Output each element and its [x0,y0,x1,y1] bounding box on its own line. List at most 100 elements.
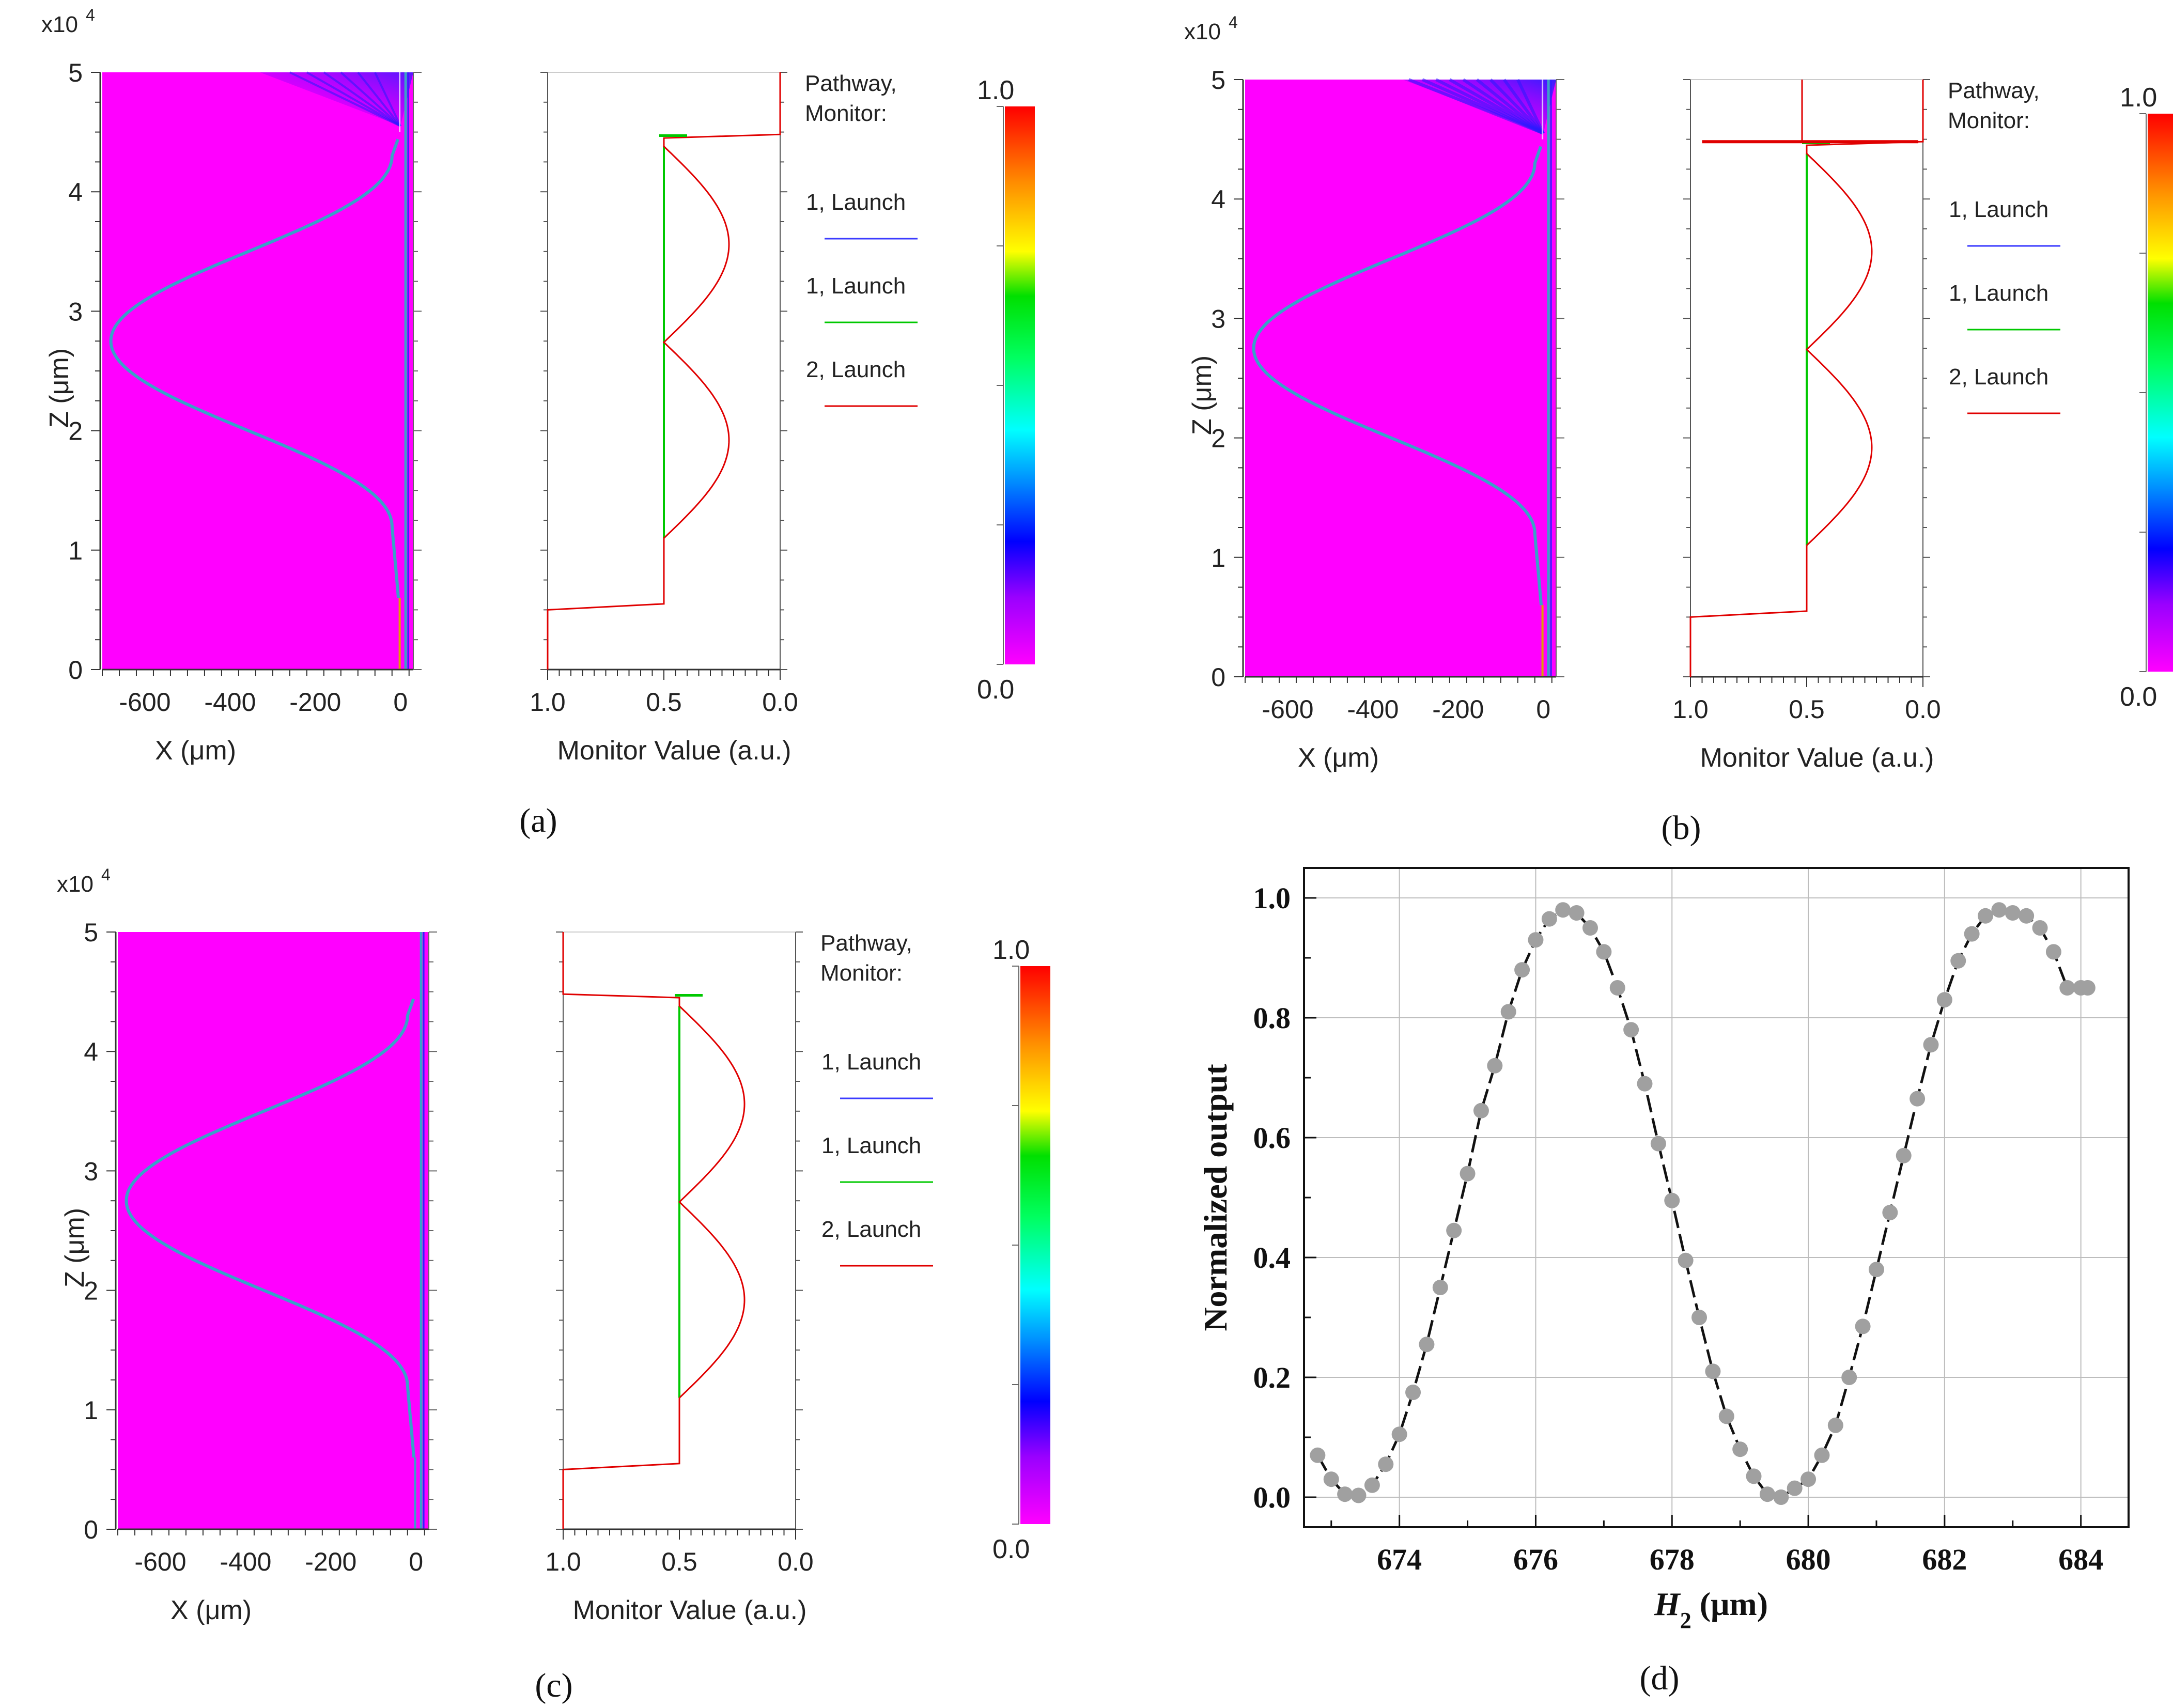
field-map [1245,80,1556,677]
y-tick-label: 0.8 [1253,1001,1291,1035]
x-axis-label: X (μm) [170,1595,252,1625]
legend-label: 1, Launch [806,273,906,299]
data-point [1337,1486,1353,1502]
exponent-power: 4 [101,865,111,884]
z-tick-label: 0 [1211,663,1225,692]
legend-label: 1, Launch [821,1049,921,1075]
z-tick-label: 1 [84,1396,98,1425]
z-tick-label: 5 [68,58,83,87]
fit-line [1316,908,2088,1499]
data-point [1500,1004,1516,1020]
legend-title-1: Pathway, [1948,78,2040,103]
colorbar-min: 0.0 [992,1534,1030,1564]
x-axis-label-unit: (μm) [1691,1586,1768,1622]
radiation-ray [1408,78,1544,135]
z-tick-label: 2 [84,1277,98,1306]
legend-label: 2, Launch [806,357,906,382]
z-tick-label: 1 [1211,544,1225,572]
field-map [102,72,413,670]
data-point [2019,908,2035,924]
z-axis-label: Z (μm) [44,348,74,428]
y-tick-label: 1.0 [1253,881,1291,915]
data-point [1978,908,1994,924]
z-tick-label: 1 [68,536,83,565]
monitor-axis-label: Monitor Value (a.u.) [1700,743,1934,773]
colorbar-min: 0.0 [2120,682,2157,712]
radiation-ray [323,71,401,127]
legend-title-1: Pathway, [805,71,897,96]
monitor-trace-red [1689,80,1924,677]
x-tick-label: -600 [1262,695,1313,724]
radiation-pattern [260,71,413,127]
data-point [1827,1417,1843,1433]
x-tick-label: -400 [220,1547,271,1576]
legend-title-2: Monitor: [820,960,903,986]
data-point [1882,1205,1898,1220]
x-tick-label: 0 [1536,695,1550,724]
data-point [2032,920,2048,936]
legend-title-2: Monitor: [805,101,887,126]
data-point [1405,1385,1421,1400]
exponent-label: x10 [57,872,94,897]
data-point [1460,1166,1476,1182]
data-point [1841,1370,1857,1385]
x-axis-label: X (μm) [1298,743,1379,773]
data-point [1528,932,1544,948]
panel-a: 0 1 2 3 4 5 -600 -400 -200 0 x10 4 X (μm) Z (μm) 1.0 0.… [41,6,1035,840]
data-point [1446,1222,1462,1238]
data-point [1650,1136,1666,1152]
radiation-ray [306,71,401,127]
x-tick-label: 0 [409,1547,423,1576]
x-tick-label: 674 [1377,1543,1422,1576]
colorbar [1005,106,1035,664]
data-point [1732,1441,1748,1457]
legend-label: 1, Launch [1949,197,2048,222]
radiation-pattern [1403,78,1556,135]
z-tick-label: 3 [68,297,83,326]
bent-waveguide [1252,146,1543,605]
data-point [1868,1262,1884,1278]
monitor-tick-label: 0.0 [762,688,798,717]
data-point [1609,980,1625,996]
z-tick-label: 3 [1211,304,1225,333]
chart-caption: (d) [1640,1659,1680,1697]
data-point [1936,992,1952,1008]
z-tick-label: 0 [84,1515,98,1544]
legend-label: 2, Launch [821,1217,921,1242]
data-point [1910,1091,1926,1107]
data-point [1664,1192,1680,1208]
data-point [1773,1489,1789,1505]
bent-waveguide [109,138,400,598]
y-tick-label: 0.2 [1253,1361,1291,1394]
legend-label: 1, Launch [1949,281,2048,306]
x-axis-label: X (μm) [155,736,236,766]
data-point [1555,902,1571,918]
exponent-label: x10 [41,12,78,37]
x-tick-label: -600 [119,688,170,717]
data-point [2059,980,2075,996]
data-point [1923,1037,1939,1053]
data-point [1855,1318,1871,1334]
y-tick-label: 0.0 [1253,1481,1291,1514]
data-point [1950,953,1966,969]
data-point [1814,1447,1830,1463]
exponent-power: 4 [86,6,95,24]
colorbar-max: 1.0 [992,935,1030,965]
z-tick-label: 2 [1211,424,1225,453]
legend-label: 2, Launch [1949,364,2048,390]
data-point [1896,1147,1912,1163]
data-point [1759,1486,1775,1502]
monitor-trace-red [562,932,746,1529]
x-axis-label: H2 (μm) [1654,1586,1768,1633]
y-tick-label: 0.4 [1253,1241,1291,1275]
colorbar-max: 1.0 [977,75,1014,105]
monitor-tick-label: 0.5 [661,1547,697,1576]
plot-frame [1303,867,2130,1528]
data-point [1691,1310,1708,1325]
monitor-tick-label: 0.5 [1789,695,1825,724]
panel-c: 0 1 2 3 4 5 -600 -400 -200 0 x10 4 X (μm) Z (μm) 1.0 0.… [57,865,1050,1704]
monitor-tick-label: 0.0 [778,1547,814,1576]
monitor-tick-label: 0.0 [1905,695,1941,724]
x-tick-label: -600 [134,1547,186,1576]
